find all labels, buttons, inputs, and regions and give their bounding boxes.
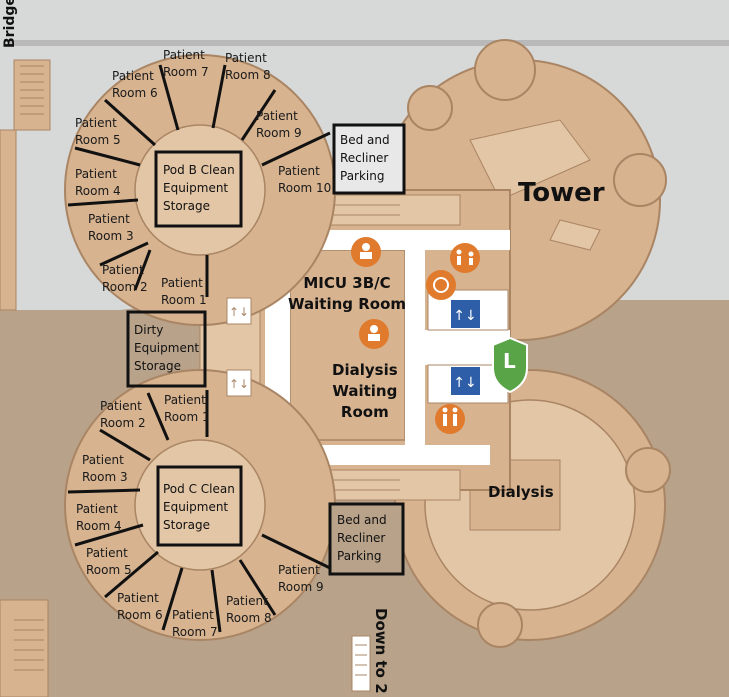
micu-waiting-line-2: Waiting Room <box>288 295 407 313</box>
restroom-family-icon <box>450 243 480 273</box>
parking-bottom-label: Bed and Recliner Parking <box>337 511 387 565</box>
parking-top-line-2: Recliner <box>340 151 389 165</box>
restroom-icon <box>435 404 465 434</box>
pod-b-storage-line-2: Equipment <box>163 181 229 195</box>
pod-c-room-2-label: Patient Room 2 <box>100 399 146 430</box>
pod-b-room-4-label: Patient Room 4 <box>75 167 121 198</box>
pod-b-room-7-label: Patient Room 7 <box>163 48 209 79</box>
dirty-storage-box <box>126 310 207 388</box>
pod-c-room-dividers <box>67 390 331 633</box>
pod-b-storage-box <box>154 150 243 228</box>
stair-bottom <box>0 599 49 697</box>
parking-bottom-line-1: Bed and <box>337 513 387 527</box>
stair-elevator-icon: ↑↓ ↑↓ <box>226 297 252 397</box>
pod-c-room-9-label: Patient Room 9 <box>278 563 324 594</box>
pod-c-room-5-label: Patient Room 5 <box>86 546 132 577</box>
pod-b-storage-line-3: Storage <box>163 199 210 213</box>
parking-bottom-box <box>328 502 405 576</box>
pod-c-room-6-label: Patient Room 6 <box>117 591 163 622</box>
stair-top <box>13 59 51 131</box>
pod-b-room-8-label: Patient Room 8 <box>225 51 271 82</box>
parking-top-line-3: Parking <box>340 169 385 183</box>
pod-b <box>64 54 336 326</box>
pod-b-room-9-label: Patient Room 9 <box>256 109 302 140</box>
pod-c-storage-line-2: Equipment <box>163 500 229 514</box>
lobby-marker-icon <box>492 336 528 394</box>
dirty-storage-label: Dirty Equipment Storage <box>134 321 199 375</box>
pod-c-room-4-label: Patient Room 4 <box>76 502 122 533</box>
parking-top-label: Bed and Recliner Parking <box>340 131 390 185</box>
pod-b-storage-line-1: Pod B Clean <box>163 163 235 177</box>
pod-c-room-7-label: Patient Room 7 <box>172 608 218 639</box>
pod-c-storage-line-3: Storage <box>163 518 210 532</box>
dirty-storage-line-3: Storage <box>134 359 181 373</box>
svg-text:↑↓: ↑↓ <box>229 305 249 319</box>
svg-text:↑↓: ↑↓ <box>453 375 476 391</box>
parking-bottom-line-3: Parking <box>337 549 382 563</box>
micu-waiting-line-1: MICU 3B/C <box>303 274 391 292</box>
pod-b-room-6-label: Patient Room 6 <box>112 69 158 100</box>
dialysis-label: Dialysis <box>488 483 554 501</box>
pod-c-storage-box <box>156 465 243 547</box>
parking-top-box <box>332 123 406 195</box>
dialysis-waiting-line-3: Room <box>340 403 389 421</box>
svg-text:↑↓: ↑↓ <box>453 308 476 324</box>
dirty-storage-line-2: Equipment <box>134 341 200 355</box>
tower-label: Tower <box>518 178 605 208</box>
pod-b-room-1-label: Patient Room 1 <box>161 276 207 307</box>
dialysis-waiting-line-1: Dialysis <box>332 361 398 379</box>
dirty-storage-line-1: Dirty <box>134 323 164 337</box>
pod-b-room-10-label: Patient Room 10 <box>278 164 332 195</box>
left-wall-top <box>0 129 17 311</box>
down-stairs-icon <box>351 635 371 692</box>
lobby-letter: L <box>503 349 516 373</box>
pod-c-room-1-label: Patient Room 1 <box>164 393 210 424</box>
pod-c-room-8-label: Patient Room 8 <box>226 594 272 625</box>
bridge-label: Bridge <box>2 0 18 48</box>
nursing-room-icon <box>426 270 456 300</box>
pod-b-room-5-label: Patient Room 5 <box>75 116 121 147</box>
pod-c-storage-label: Pod C Clean Equipment Storage <box>163 480 235 534</box>
micu-waiting-label: MICU 3B/C Waiting Room <box>288 273 406 315</box>
waiting-room-icon <box>351 237 389 349</box>
down-to-2-label: Down to 2 <box>372 608 390 694</box>
pod-b-room-3-label: Patient Room 3 <box>88 212 134 243</box>
elevator-icon: ↑↓ ↑↓ <box>451 300 480 395</box>
pod-b-room-2-label: Patient Room 2 <box>102 263 148 294</box>
pod-c-room-3-label: Patient Room 3 <box>82 453 128 484</box>
waiting-rooms-block <box>289 249 406 441</box>
svg-text:↑↓: ↑↓ <box>229 377 249 391</box>
bridge-edge <box>10 40 729 46</box>
dialysis-waiting-line-2: Waiting <box>332 382 398 400</box>
pod-c-storage-line-1: Pod C Clean <box>163 482 235 496</box>
dialysis-waiting-label: Dialysis Waiting Room <box>332 360 398 423</box>
parking-bottom-line-2: Recliner <box>337 531 386 545</box>
parking-top-line-1: Bed and <box>340 133 390 147</box>
pod-b-room-dividers <box>67 64 331 297</box>
pod-b-storage-label: Pod B Clean Equipment Storage <box>163 161 235 215</box>
